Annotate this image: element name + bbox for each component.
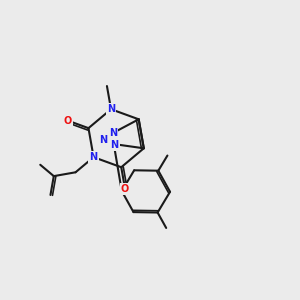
Text: N: N (89, 152, 98, 162)
Text: N: N (109, 128, 117, 138)
Text: O: O (121, 184, 129, 194)
Text: O: O (64, 116, 72, 126)
Text: N: N (110, 140, 118, 150)
Text: N: N (111, 139, 119, 149)
Text: N: N (107, 104, 115, 114)
Text: N: N (100, 135, 108, 146)
